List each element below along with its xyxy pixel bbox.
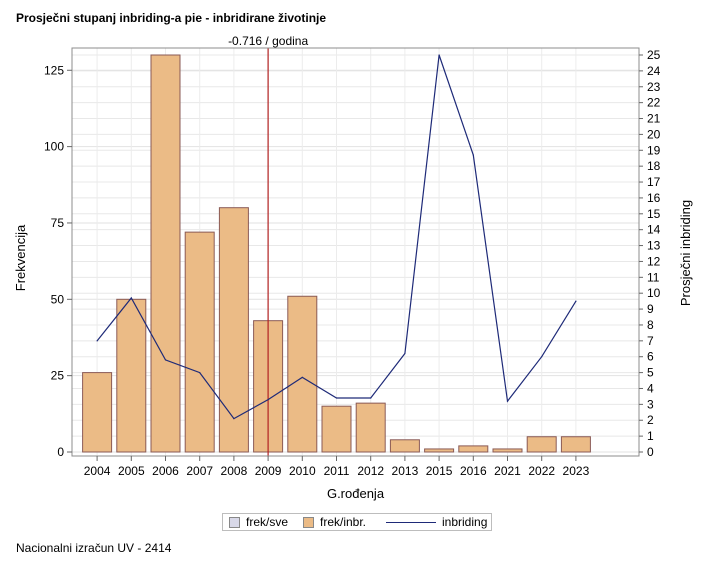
y2-tick-label: 18 [647,159,661,173]
bar-2004 [82,372,113,453]
x-tick-label: 2015 [426,464,453,478]
line-series [96,54,577,420]
y2-tick-label: 16 [647,191,661,205]
plot-frame [71,47,640,457]
x-tick-label: 2012 [357,464,384,478]
legend-line-inbriding [386,521,436,523]
point-inbriding-2021 [506,400,509,402]
bar-2016 [458,445,489,453]
reference-line-label: -0.716 / godina [228,34,308,48]
point-inbriding-2005 [130,297,132,299]
x-tick-label: 2005 [118,464,145,478]
y-tick-label: 100 [44,140,64,154]
chart-title: Prosječni stupanj inbriding-a pie - inbr… [16,11,327,25]
x-tick-label: 2009 [255,464,282,478]
bar-2006 [150,54,181,453]
y2-tick-label: 12 [647,254,661,268]
y2-tick-label: 6 [647,350,654,364]
x-tick-label: 2023 [563,464,590,478]
legend-swatch-frek-sve [229,516,240,528]
point-inbriding-2011 [335,397,338,399]
legend-item-frek-inbr: frek/inbr. [303,515,366,529]
x-tick-label: 2021 [494,464,521,478]
y2-axis-title: Prosječni inbriding [678,200,693,306]
y2-tick-label: 25 [647,48,661,62]
y2-tick-label: 14 [647,223,661,237]
legend-item-frek-sve: frek/sve [229,515,288,529]
legend-item-inbriding: inbriding [386,515,487,529]
point-inbriding-2016 [472,154,474,156]
legend-label-inbriding: inbriding [442,515,488,529]
legend-swatch-frek-inbr [303,516,314,528]
point-inbriding-2010 [301,376,303,378]
y2-tick-label: 13 [647,239,661,253]
bar-2021 [492,448,523,453]
bar-2011 [321,405,352,453]
x-tick-label: 2016 [460,464,487,478]
y2-tick-label: 15 [647,207,661,221]
x-axis-title: G.rođenja [327,486,385,501]
y2-tick-label: 21 [647,112,661,126]
legend-label-frek-inbr: frek/inbr. [320,515,367,529]
footer-note: Nacionalni izračun UV - 2414 [16,541,172,555]
y-tick-label: 25 [51,369,65,383]
axes: 0255075100125012345678910111213141516171… [13,47,693,501]
x-tick-label: 2022 [528,464,555,478]
point-inbriding-2004 [96,340,98,342]
point-inbriding-2009 [267,398,269,401]
bar-2010 [287,295,318,453]
bar-2012 [355,402,386,453]
y2-tick-label: 9 [647,302,654,316]
y2-tick-label: 2 [647,413,654,427]
y2-tick-label: 8 [647,318,654,332]
y2-tick-label: 10 [647,286,661,300]
legend-label-frek-sve: frek/sve [246,515,289,529]
y2-tick-label: 17 [647,175,661,189]
point-inbriding-2006 [164,359,167,361]
x-tick-label: 2008 [221,464,248,478]
y2-tick-label: 11 [647,270,660,284]
y2-tick-label: 3 [647,397,654,411]
y-tick-label: 75 [51,216,65,230]
y-tick-label: 50 [51,292,65,306]
bar-2023 [560,436,591,453]
x-tick-label: 2007 [186,464,213,478]
point-inbriding-2022 [541,356,543,358]
bar-2007 [184,231,215,453]
bar-2022 [526,436,557,453]
x-tick-label: 2006 [152,464,179,478]
y-tick-label: 0 [57,445,64,459]
point-inbriding-2012 [370,397,372,399]
y2-tick-label: 20 [647,127,661,141]
y2-tick-label: 1 [647,429,654,443]
point-inbriding-2008 [233,418,235,420]
legend: frek/sve frek/inbr. inbriding [222,513,492,531]
bar-2005 [116,298,147,453]
y-tick-label: 125 [44,63,64,77]
point-inbriding-2013 [404,352,406,355]
y2-tick-label: 0 [647,445,654,459]
bar-2008 [218,207,249,453]
x-tick-label: 2011 [324,464,350,478]
y2-tick-label: 7 [647,334,654,348]
y2-tick-label: 19 [647,143,661,157]
y-axis-title: Frekvencija [13,224,28,291]
chart: -0.716 / godina 025507510012501234567891… [13,34,693,501]
bar-2015 [424,448,455,453]
reference-line-group: -0.716 / godina [228,34,308,456]
y2-tick-label: 5 [647,366,654,380]
point-inbriding-2023 [575,300,577,302]
x-tick-label: 2010 [289,464,316,478]
y2-tick-label: 23 [647,80,661,94]
y2-tick-label: 24 [647,64,661,78]
bar-2013 [389,439,420,453]
point-inbriding-2015 [438,54,440,56]
y2-tick-label: 4 [647,381,654,395]
x-tick-label: 2004 [84,464,111,478]
point-inbriding-2007 [199,372,201,374]
x-tick-label: 2013 [392,464,419,478]
y2-tick-label: 22 [647,96,661,110]
